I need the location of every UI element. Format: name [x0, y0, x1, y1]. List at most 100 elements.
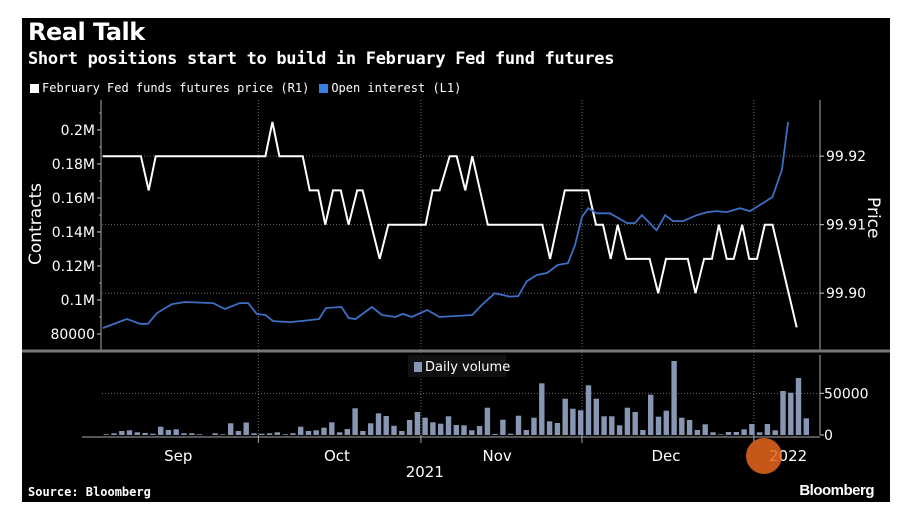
volume-bar: [220, 434, 226, 435]
legend-label-price: February Fed funds futures price (R1): [42, 81, 310, 95]
volume-bar: [336, 432, 343, 435]
volume-bar: [476, 426, 483, 435]
x-tick-label: Nov: [483, 447, 512, 465]
right-axis-title: Price: [863, 197, 883, 238]
volume-bar: [725, 432, 732, 435]
contracts-tick-label: 0.14M: [52, 225, 95, 241]
volume-bar: [655, 416, 662, 435]
volume-bar: [173, 429, 179, 435]
volume-bar: [406, 420, 413, 435]
price-tick-label: 99.90: [826, 286, 866, 302]
volume-bar: [585, 385, 592, 435]
volume-bar: [686, 420, 693, 435]
volume-bar: [632, 412, 638, 435]
volume-bar: [235, 431, 242, 435]
volume-bar: [679, 417, 685, 435]
volume-bar: [142, 433, 148, 435]
volume-bar: [531, 417, 537, 435]
volume-bar: [624, 407, 631, 435]
volume-bar: [578, 410, 584, 435]
volume-bar: [772, 430, 778, 435]
volume-bar: [539, 383, 545, 435]
volume-bar: [119, 431, 125, 435]
volume-bar: [733, 432, 739, 435]
volume-bar: [399, 431, 405, 435]
volume-bar: [609, 416, 615, 435]
volume-bar: [290, 433, 296, 435]
volume-bar: [298, 426, 304, 435]
x-tick-label: Dec: [651, 447, 680, 465]
volume-legend-label: Daily volume: [425, 360, 510, 375]
chart-background: [22, 18, 890, 502]
volume-bar: [702, 424, 708, 435]
volume-bar: [749, 424, 755, 435]
volume-bar: [329, 422, 335, 435]
chart-title: Real Talk: [28, 18, 145, 46]
open-interest-line: [102, 121, 789, 329]
volume-bar: [103, 434, 109, 435]
volume-bar: [391, 425, 397, 435]
volume-bar: [274, 432, 280, 435]
volume-bar: [515, 415, 522, 435]
watermark-logo-icon: [746, 438, 782, 474]
volume-bar: [648, 394, 654, 435]
volume-bar: [484, 407, 491, 435]
volume-bar: [368, 423, 374, 435]
volume-bar: [321, 427, 327, 435]
x-year-label: 2021: [406, 463, 444, 481]
volume-bar: [593, 398, 599, 435]
price-line: [102, 121, 798, 328]
volume-bar: [165, 430, 172, 435]
contracts-tick-label: 0.16M: [52, 191, 95, 207]
legend-swatch-open-interest: [319, 84, 329, 93]
volume-bar: [111, 433, 117, 435]
legend-item-price: February Fed funds futures price (R1): [30, 81, 309, 95]
chart-subtitle: Short positions start to build in Februa…: [28, 49, 615, 69]
volume-bar: [266, 433, 273, 435]
x-tick-label: Sep: [164, 447, 192, 465]
volume-bar: [313, 430, 319, 435]
volume-bar: [492, 434, 498, 435]
volume-bar: [430, 422, 436, 435]
volume-bar: [259, 433, 265, 435]
volume-bar: [562, 398, 568, 435]
volume-bar: [803, 418, 809, 435]
legend-label-open-interest: Open interest (L1): [331, 81, 462, 95]
legend-swatch-price: [30, 84, 39, 93]
volume-bar: [616, 425, 623, 435]
left-axis-title: Contracts: [26, 183, 46, 265]
volume-bar: [438, 423, 444, 435]
volume-bar: [741, 429, 747, 435]
volume-bar: [375, 413, 382, 435]
contracts-tick-label: 0.1M: [61, 293, 95, 309]
volume-bar: [189, 433, 195, 435]
volume-bar: [500, 419, 506, 435]
volume-tick-label: 50000: [824, 386, 869, 402]
volume-tick-label: 0: [824, 428, 833, 444]
volume-bar: [570, 408, 576, 435]
volume-legend-box: [408, 355, 506, 377]
volume-bar: [422, 417, 428, 435]
volume-bar: [671, 361, 677, 435]
legend-item-open-interest: Open interest (L1): [319, 81, 461, 95]
volume-bar: [795, 378, 802, 435]
volume-bar: [414, 412, 421, 435]
volume-bar: [305, 431, 312, 435]
volume-bar: [212, 433, 218, 435]
volume-bar: [126, 430, 133, 435]
volume-legend-swatch: [414, 362, 422, 372]
volume-bar: [445, 416, 452, 435]
volume-bar: [718, 434, 724, 435]
volume-bar: [251, 433, 257, 435]
volume-bar: [228, 423, 234, 435]
volume-bar: [710, 432, 716, 435]
volume-bar: [453, 425, 459, 435]
volume-bar: [360, 431, 366, 435]
contracts-tick-label: 0.2M: [61, 123, 95, 139]
volume-bar: [508, 433, 514, 435]
volume-bar: [663, 410, 669, 435]
volume-bar: [694, 430, 701, 435]
volume-bar: [788, 392, 794, 435]
volume-bar: [601, 416, 607, 435]
